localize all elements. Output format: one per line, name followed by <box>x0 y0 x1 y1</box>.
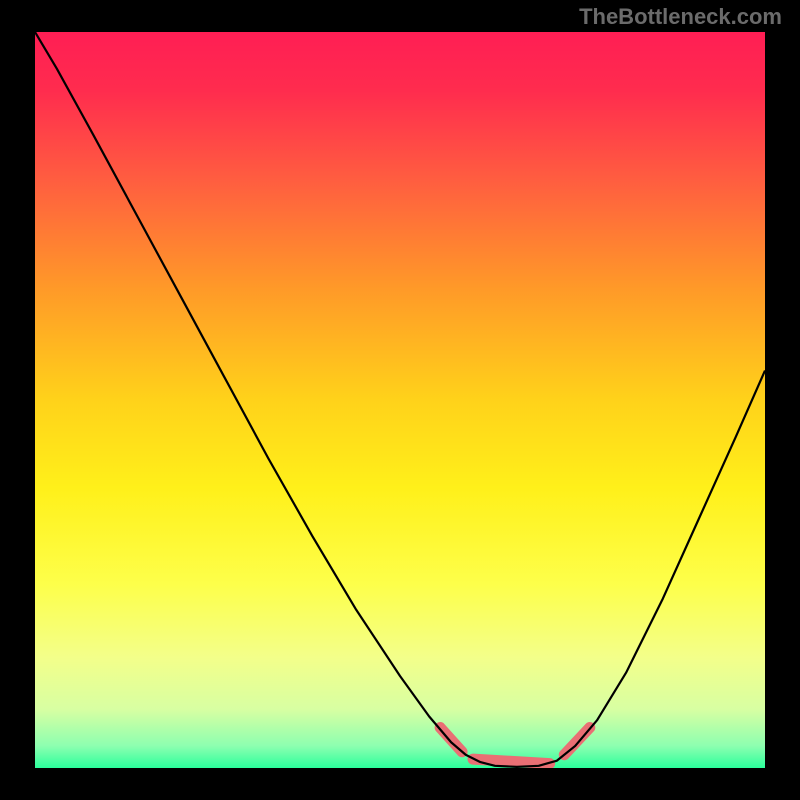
chart-frame: TheBottleneck.com <box>0 0 800 800</box>
chart-background <box>35 32 765 768</box>
watermark-text: TheBottleneck.com <box>579 4 782 30</box>
bottleneck-curve-chart <box>35 32 765 768</box>
